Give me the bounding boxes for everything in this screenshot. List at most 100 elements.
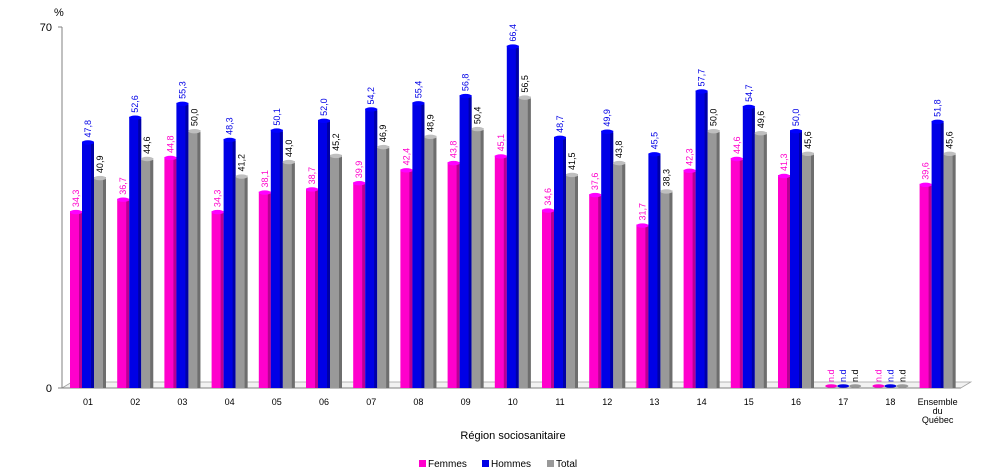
legend-swatch-hommes	[482, 460, 489, 467]
bar-nd-total	[896, 384, 909, 388]
x-axis-title: Région sociosanitaire	[460, 430, 565, 442]
bar-shade	[185, 104, 189, 388]
bar-top	[695, 89, 708, 94]
bar-top	[306, 187, 318, 192]
bar-shade	[374, 110, 378, 389]
x-tick-label: du	[933, 406, 943, 416]
value-label: 36,7	[118, 177, 128, 195]
bar-top	[683, 168, 696, 174]
bar-shade	[503, 157, 507, 388]
x-tick-label: 07	[366, 397, 376, 407]
bar-top	[270, 128, 283, 133]
bar-top	[542, 208, 554, 213]
x-tick-label: 10	[508, 397, 518, 407]
bar-top	[518, 95, 531, 100]
bar-shade	[551, 211, 554, 388]
bar-top	[802, 151, 814, 157]
bar-top	[94, 175, 106, 181]
bar-top	[601, 129, 614, 134]
bar-top	[554, 135, 566, 141]
bar-top	[400, 168, 413, 173]
x-tick-label: 15	[744, 397, 754, 407]
bar-shade	[220, 213, 224, 388]
bar-top	[943, 151, 956, 157]
value-label: 42,4	[401, 148, 411, 166]
bar-top	[176, 101, 189, 107]
value-label: 50,0	[709, 109, 719, 127]
bar-shade	[751, 107, 755, 388]
bar-shade	[787, 177, 790, 388]
y-tick-label: 0	[46, 383, 52, 395]
bar-top	[318, 118, 330, 124]
bar-nd-hommes	[884, 384, 897, 388]
y-tick-label: 70	[40, 22, 52, 34]
x-tick-label: 08	[413, 397, 423, 407]
bar-top	[730, 156, 743, 162]
bar-shade	[692, 171, 696, 388]
value-labels: 34,347,840,936,752,644,6 44,855,350,034,3…	[71, 24, 955, 382]
x-axis-tick-labels: 01 02 03 04 05 06 07 08 09 10 11 12 13 14 15 16 17 18 Ense…	[83, 397, 958, 425]
value-label-nd: n.d	[850, 369, 860, 382]
bar-top	[282, 159, 295, 165]
bar-top	[117, 197, 130, 202]
bar-top	[330, 153, 342, 159]
value-label: 43,8	[449, 141, 459, 159]
value-label: 41,2	[237, 154, 247, 172]
x-tick-label: 02	[130, 397, 140, 407]
bar-top	[790, 128, 802, 134]
bar-shade	[421, 104, 425, 389]
value-label: 31,7	[637, 203, 647, 221]
value-label: 39,6	[921, 162, 931, 180]
bar-shade	[515, 47, 519, 389]
bar-top	[707, 128, 720, 134]
bar-shade	[456, 164, 460, 388]
value-label-nd: n.d	[838, 369, 848, 382]
bar-top	[660, 189, 673, 194]
value-label: 44,6	[732, 136, 742, 154]
bar-top	[648, 152, 661, 157]
bar-top	[494, 154, 507, 159]
x-tick-label: 05	[272, 397, 282, 407]
value-label: 40,9	[95, 156, 105, 174]
bar-shade	[232, 140, 236, 388]
value-label: 34,3	[213, 190, 223, 208]
bar-top	[188, 128, 201, 134]
bar-top	[258, 190, 271, 195]
y-unit-label: %	[54, 7, 64, 19]
bar-shade	[138, 118, 142, 388]
bar-top	[82, 140, 94, 145]
x-tick-label: 11	[555, 397, 564, 407]
value-label: 38,3	[661, 169, 671, 187]
bar-top	[164, 155, 177, 161]
bar-top	[412, 101, 425, 106]
value-label: 56,5	[520, 75, 530, 93]
bar-top	[613, 160, 626, 166]
value-label: 55,4	[413, 81, 423, 99]
x-tick-label: 06	[319, 397, 329, 407]
bar-shade	[327, 121, 330, 388]
value-label: 57,7	[697, 69, 707, 87]
bar-shade	[716, 132, 720, 388]
bar-shade	[811, 154, 814, 388]
x-tick-label: 13	[649, 397, 659, 407]
bar-top	[459, 93, 472, 99]
bar-top	[471, 126, 484, 132]
value-label: 51,8	[933, 99, 943, 117]
bar-shade	[91, 143, 94, 388]
value-label: 45,2	[331, 133, 341, 151]
bar-shade	[79, 213, 82, 388]
bar-shade	[928, 185, 932, 388]
bar-shade	[763, 134, 767, 388]
bar-top	[424, 134, 437, 140]
x-tick-label: 01	[83, 397, 93, 407]
value-label-nd: n.d	[873, 369, 883, 382]
bar-shade	[563, 138, 566, 388]
bar-shade	[610, 132, 614, 388]
bar-top	[447, 160, 460, 166]
value-label: 41,5	[567, 152, 577, 170]
x-tick-label: Ensemble	[918, 397, 958, 407]
value-label: 39,9	[354, 161, 364, 179]
value-label: 37,6	[590, 173, 600, 191]
legend-swatch-femmes	[419, 460, 426, 467]
bar-shade	[409, 171, 413, 388]
